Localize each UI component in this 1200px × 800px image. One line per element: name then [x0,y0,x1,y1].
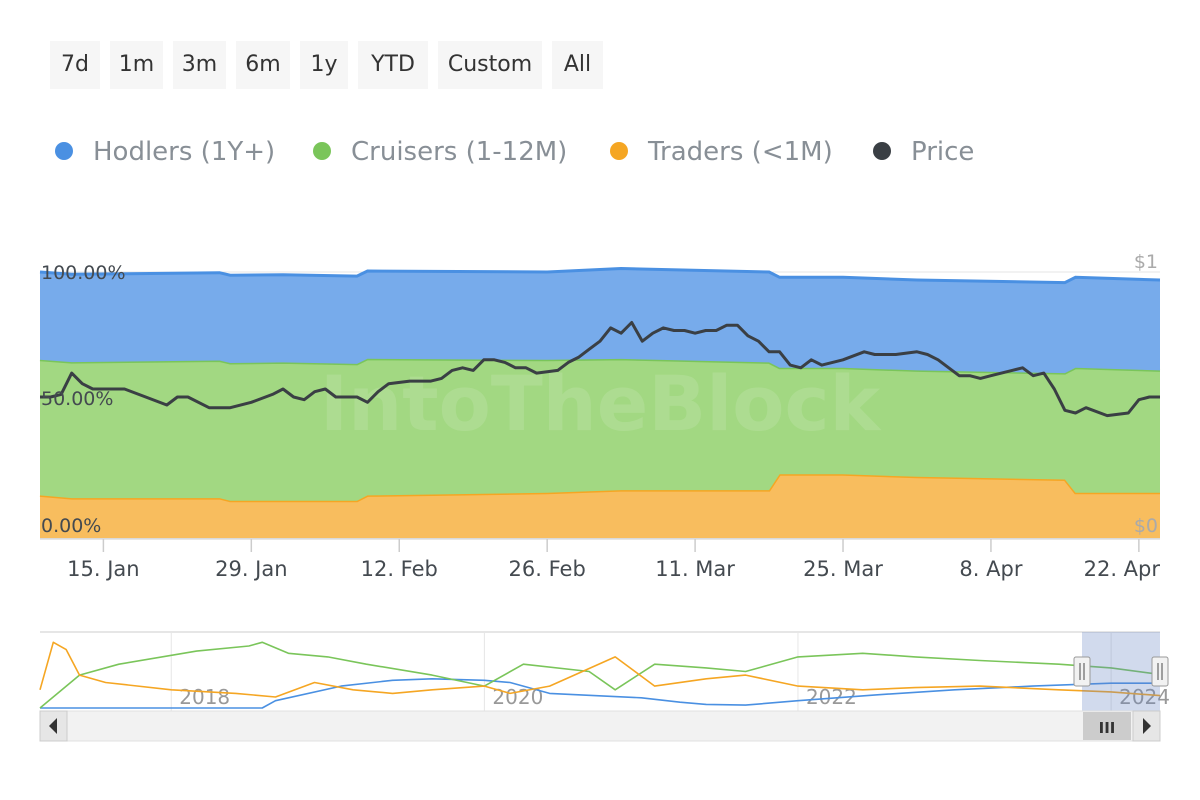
legend-item-price[interactable]: Price [873,130,974,174]
series-area-cruisers [40,358,1160,501]
y-left-tick-label: 0.00% [41,515,101,537]
legend-dot-icon [610,141,628,160]
range-1m-button[interactable]: 1m [110,41,163,89]
legend-dot-icon [55,141,73,160]
navigator-left-handle[interactable] [1073,656,1091,687]
scrollbar-grip-label: III [1099,719,1116,737]
chevron-left-icon [49,718,57,734]
range-3m-button[interactable]: 3m [173,41,226,89]
navigator-line-hodlers [40,678,1160,709]
legend-label: Hodlers (1Y+) [93,137,276,167]
series-edge-traders [39,472,1160,503]
navigator-year-label: 2022 [806,685,857,709]
x-tick-label: 12. Feb [361,557,438,581]
scrollbar-thumb[interactable] [1083,712,1131,740]
x-tick-label: 29. Jan [215,557,287,581]
legend-dot-icon [313,141,331,160]
navigator-line-traders [39,641,1161,698]
handle-body[interactable] [1151,656,1169,687]
navigator-year-label: 2018 [179,685,230,709]
x-tick-label: 11. Mar [655,557,735,581]
legend-dot-icon [873,141,891,160]
x-tick-label: 25. Mar [803,557,883,581]
scroll-left-button[interactable] [39,710,68,742]
legend-label: Price [911,137,975,167]
range-6m-button[interactable]: 6m [236,41,290,89]
watermark: IntoTheBlock [320,359,882,448]
y-left-tick-label: 50.00% [41,388,113,410]
x-tick-label: 15. Jan [67,557,139,581]
x-tick-label: 8. Apr [959,557,1022,581]
legend-label: Traders (<1M) [648,137,833,167]
scroll-right-button[interactable] [1132,710,1161,742]
navigator-year-label: 2024 [1119,685,1170,709]
range-custom-button[interactable]: Custom [438,41,542,89]
series-line-price [40,321,1160,418]
series-edge-cruisers [39,357,1161,375]
range-1y-button[interactable]: 1y [300,41,348,89]
legend-item-traders[interactable]: Traders (<1M) [610,130,833,174]
range-7d-button[interactable]: 7d [50,41,100,89]
series-area-hodlers [40,268,1160,374]
range-all-button[interactable]: All [552,41,603,89]
y-right-tick-label: $1 [1134,251,1158,273]
legend-item-hodlers[interactable]: Hodlers (1Y+) [55,130,275,174]
legend-item-cruisers[interactable]: Cruisers (1-12M) [313,130,567,174]
x-tick-label: 26. Feb [509,557,586,581]
x-tick-label: 22. Apr [1084,557,1161,581]
handle-body[interactable] [1073,656,1091,687]
navigator-right-handle[interactable] [1151,656,1169,687]
navigator-background [40,632,1160,711]
navigator-line-cruisers [39,641,1161,709]
series-edge-hodlers [39,266,1161,285]
legend-label: Cruisers (1-12M) [351,137,568,167]
series-area-traders [40,474,1160,538]
y-left-tick-label: 100.00% [41,262,126,284]
y-right-tick-label: $0 [1134,515,1158,537]
scrollbar-track[interactable] [39,710,1161,742]
navigator-selection[interactable] [1082,632,1160,711]
chevron-right-icon [1143,718,1151,734]
range-ytd-button[interactable]: YTD [358,41,428,89]
navigator-year-label: 2020 [492,685,543,709]
